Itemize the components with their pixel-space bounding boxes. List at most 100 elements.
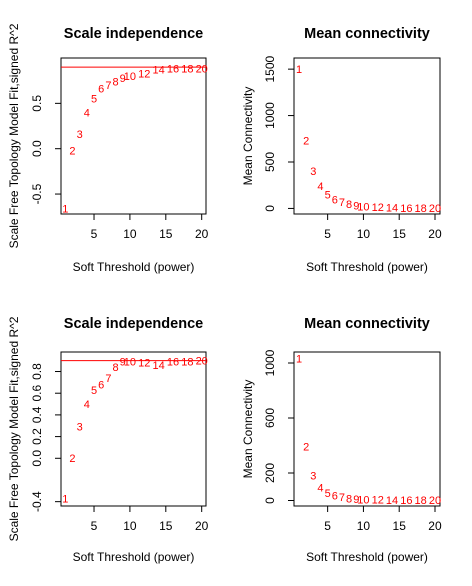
chart4-point-label: 6 [332,491,338,503]
chart1-point-label: 8 [112,76,118,88]
chart1-point-label: 7 [105,80,111,92]
chart1-point-label: 16 [167,64,179,76]
chart2-y-tick-label: 0 [263,205,277,212]
chart2-point-label: 14 [386,203,398,215]
chart2-y-tick-label: 1500 [263,55,277,82]
chart2-point-label: 3 [310,166,316,178]
chart1-plot-frame [60,57,207,215]
chart1-point-label: 4 [84,107,90,119]
chart1-y-axis-label: Scale Free Topology Model Fit,signed R^2 [7,23,21,248]
chart3-point-label: 14 [152,360,164,372]
chart2-y-tick-label: 1000 [263,102,277,129]
chart3-point-label: 6 [98,379,104,391]
chart2-point-label: 2 [303,135,309,147]
chart3-x-tick-label: 10 [123,519,137,533]
chart2-x-tick-label: 15 [393,227,407,241]
chart4-y-axis-label: Mean Connectivity [241,380,255,479]
chart1-y-tick-label: 0.0 [30,140,44,157]
chart3-y-tick-label: 0.4 [30,406,44,423]
chart2-point-label: 1 [296,64,302,76]
chart3-y-tick-label: 0.6 [30,385,44,402]
chart1-point-label: 10 [124,71,136,83]
chart3-point-label: 16 [167,357,179,369]
chart1-point-label: 5 [91,94,97,106]
chart4-point-label: 2 [303,442,309,454]
chart3-point-label: 3 [77,422,83,434]
chart4-point-label: 20 [429,495,441,507]
chart4-plot-frame [293,351,441,507]
chart1-point-label: 18 [181,64,193,76]
chart4-y-tick-label: 600 [263,408,277,428]
chart3-x-tick-label: 5 [91,519,98,533]
chart1-y-tick-label: -0.5 [30,183,44,204]
chart3-point-label: 8 [112,362,118,374]
chart2-point-label: 18 [415,203,427,215]
chart3-point-label: 18 [181,357,193,369]
chart2-plot-frame [293,57,441,215]
chart4-point-label: 10 [357,494,369,506]
chart1-point-label: 1 [62,203,68,215]
chart3-y-axis-label: Scale Free Topology Model Fit,signed R^2 [7,316,21,541]
chart4-x-axis-label: Soft Threshold (power) [306,550,428,564]
chart3-x-axis-label: Soft Threshold (power) [73,550,195,564]
chart3-point-label: 7 [105,373,111,385]
chart3-point-label: 5 [91,385,97,397]
chart1-point-label: 12 [138,68,150,80]
chart4-point-label: 5 [325,488,331,500]
chart1-x-tick-label: 20 [195,227,209,241]
chart1-point-label: 9 [120,73,126,85]
chart3-title: Scale independence [64,316,203,332]
chart3-y-tick-label: 0.2 [30,428,44,445]
chart2-point-label: 6 [332,194,338,206]
chart1-x-tick-label: 15 [159,227,173,241]
chart4-point-label: 1 [296,354,302,366]
chart4-x-tick-label: 10 [357,519,371,533]
chart4-x-tick-label: 20 [428,519,442,533]
chart2-x-tick-label: 5 [324,227,331,241]
chart3-point-label: 1 [62,493,68,505]
chart4-point-label: 16 [400,495,412,507]
chart2-y-axis-label: Mean Connectivity [241,87,255,186]
chart3-point-label: 2 [69,453,75,465]
chart4-point-label: 14 [386,495,398,507]
chart4-point-label: 4 [317,482,323,494]
chart4-point-label: 3 [310,471,316,483]
chart3-x-tick-label: 15 [159,519,173,533]
chart1-x-axis-label: Soft Threshold (power) [73,260,195,274]
chart4-point-label: 8 [346,493,352,505]
chart3-y-tick-label: 0.0 [30,450,44,467]
chart1-point-label: 6 [98,84,104,96]
chart2-point-label: 20 [429,203,441,215]
chart3-point-label: 12 [138,358,150,370]
chart4-point-label: 9 [353,494,359,506]
chart1-point-label: 14 [152,65,164,77]
chart2-point-label: 9 [353,200,359,212]
chart3-point-label: 9 [120,357,126,369]
chart1-title: Scale independence [64,26,203,42]
chart4-y-tick-label: 200 [263,463,277,483]
chart3-y-tick-label: 0.8 [30,363,44,380]
chart3-point-label: 4 [84,399,90,411]
chart4-y-tick-label: 1000 [263,349,277,376]
chart1-point-label: 3 [77,129,83,141]
chart2-point-label: 8 [346,199,352,211]
chart4-x-tick-label: 15 [393,519,407,533]
chart4-point-label: 12 [372,495,384,507]
chart2-point-label: 7 [339,197,345,209]
chart3-plot-frame [60,351,207,507]
chart1-x-tick-label: 10 [123,227,137,241]
chart2-x-tick-label: 20 [428,227,442,241]
chart2-x-axis-label: Soft Threshold (power) [306,260,428,274]
chart2-title: Mean connectivity [304,26,430,42]
chart2-y-tick-label: 500 [263,152,277,172]
chart1-point-label: 20 [196,64,208,76]
chart3-point-label: 20 [196,356,208,368]
chart4-point-label: 18 [415,495,427,507]
chart4-y-tick-label: 0 [263,497,277,504]
chart2-point-label: 16 [400,203,412,215]
chart2-x-tick-label: 10 [357,227,371,241]
chart1-y-tick-label: 0.5 [30,95,44,112]
chart2-point-label: 12 [372,202,384,214]
